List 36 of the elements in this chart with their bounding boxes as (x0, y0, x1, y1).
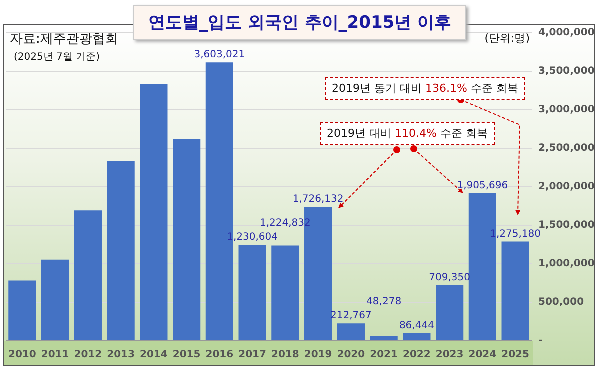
x-tick-label: 2013 (107, 350, 136, 360)
data-label: 1,905,696 (457, 180, 508, 192)
y-tick-label: 3,500,000 (538, 66, 595, 77)
data-label: 1,726,132 (292, 194, 344, 206)
y-tick-label: 2,500,000 (538, 143, 595, 154)
data-label: 86,444 (399, 320, 434, 332)
annotation: (단위:명) (484, 31, 530, 46)
y-tick-label: 2,000,000 (538, 182, 595, 192)
y-tick-label: - (538, 336, 543, 346)
chart-title: 연도별_입도 외국인 추이_2015년 이후 (133, 5, 467, 40)
annotation: 2019년 동기 대비 136.1% 수준 회복 (325, 77, 526, 100)
x-tick-label: 2014 (140, 350, 168, 360)
x-tick-label: 2019 (304, 350, 332, 360)
y-tick-label: 500,000 (538, 297, 584, 308)
data-label: 48,278 (366, 296, 402, 308)
y-tick-label: 1,500,000 (538, 220, 595, 231)
x-tick-label: 2011 (41, 350, 70, 360)
x-tick-label: 2017 (238, 350, 267, 360)
y-tick-label: 1,000,000 (538, 258, 595, 270)
data-label: 3,603,021 (194, 50, 246, 61)
x-tick-label: 2010 (8, 350, 36, 360)
x-tick-label: 2024 (468, 350, 497, 360)
annotation: 자료:제주관광협회 (10, 31, 118, 48)
x-tick-label: 2015 (172, 350, 201, 360)
y-tick-label: 3,000,000 (538, 104, 595, 116)
x-tick-label: 2016 (206, 350, 234, 360)
annotation: 2019년 대비 110.4% 수준 회복 (320, 122, 495, 145)
x-tick-label: 2022 (403, 350, 431, 360)
y-tick-label: 4,000,000 (538, 28, 595, 38)
x-tick-label: 2025 (502, 350, 530, 360)
annotation: (2025년 7월 기준) (14, 51, 100, 64)
x-tick-label: 2018 (272, 350, 300, 360)
x-tick-label: 2020 (337, 350, 366, 360)
x-tick-label: 2012 (74, 350, 102, 360)
x-tick-label: 2021 (370, 350, 398, 360)
x-tick-label: 2023 (436, 350, 464, 360)
